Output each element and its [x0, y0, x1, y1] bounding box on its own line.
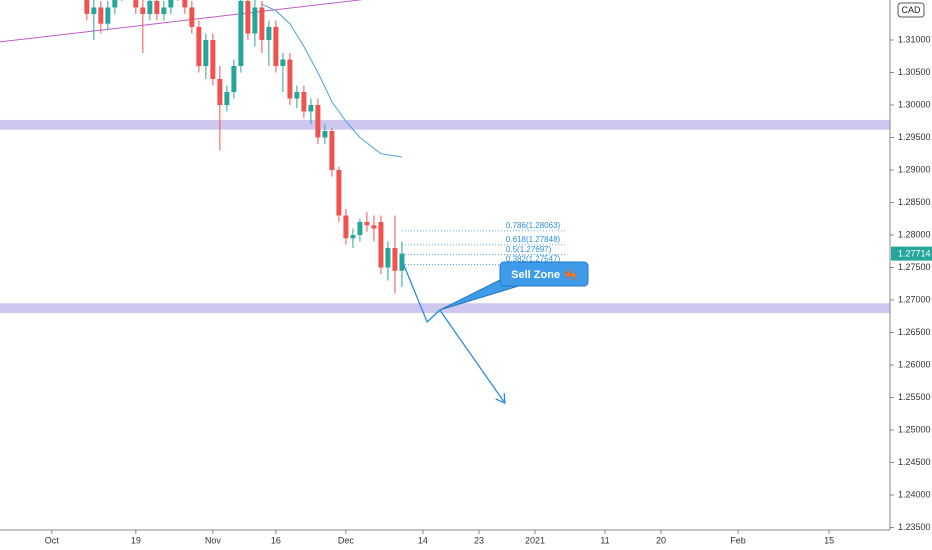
last-price-label: 1.27714	[898, 248, 931, 258]
x-tick-label: 2021	[525, 535, 545, 545]
x-tick-label: 20	[656, 535, 666, 545]
candle-body	[280, 59, 286, 66]
candle-body	[182, 0, 188, 8]
x-tick-label: 11	[600, 535, 609, 545]
candle-body	[238, 0, 244, 66]
y-tick-label: 1.25500	[898, 392, 931, 402]
y-tick-label: 1.29000	[898, 164, 931, 174]
price-axis	[890, 0, 932, 550]
y-tick-label: 1.30500	[898, 67, 931, 77]
candle-body	[203, 39, 209, 66]
y-tick-label: 1.24500	[898, 457, 931, 467]
candle-body	[371, 225, 377, 229]
candle-body	[112, 0, 118, 8]
fib-label: 0.382(1.27547)	[506, 255, 561, 264]
x-tick-label: Oct	[45, 535, 60, 545]
candle-body	[385, 248, 391, 268]
trendline	[0, 0, 363, 43]
arrowhead	[495, 393, 506, 405]
candle-body	[287, 59, 293, 99]
x-tick-label: Dec	[338, 535, 355, 545]
candle-body	[343, 215, 349, 239]
candle-body	[378, 221, 384, 268]
y-tick-label: 1.25000	[898, 424, 931, 434]
moving-average	[261, 3, 403, 158]
candle-body	[217, 78, 223, 105]
y-tick-label: 1.24000	[898, 489, 931, 499]
candle-body	[147, 0, 153, 14]
candle-body	[231, 65, 237, 92]
candle-body	[350, 234, 356, 239]
candle-body	[196, 26, 202, 66]
candle-body	[273, 26, 279, 66]
callout-box	[499, 261, 589, 287]
candle-body	[91, 7, 97, 14]
candle-body	[315, 104, 321, 138]
candle-body	[224, 91, 230, 105]
candle-body	[168, 0, 174, 8]
candle-body	[294, 91, 300, 99]
y-tick-label: 1.31000	[898, 34, 931, 44]
fib-label: 0.786(1.28063)	[506, 221, 561, 230]
y-tick-label: 1.26500	[898, 327, 931, 337]
candle-body	[245, 0, 251, 34]
x-tick-label: 23	[474, 535, 484, 545]
x-tick-label: 15	[824, 535, 834, 545]
y-tick-label: 1.27000	[898, 294, 931, 304]
currency-badge	[897, 2, 925, 18]
projection-path	[402, 261, 506, 404]
candle-body	[189, 7, 195, 27]
candle-body	[399, 253, 405, 271]
x-tick-label: 16	[271, 535, 281, 545]
y-tick-label: 1.28000	[898, 229, 931, 239]
candle-body	[252, 7, 258, 34]
y-tick-label: 1.26000	[898, 359, 931, 369]
candle-body	[308, 104, 314, 112]
y-tick-label: 1.23500	[898, 522, 931, 532]
candle-body	[133, 0, 139, 8]
candle-body	[392, 248, 398, 271]
candle-body	[161, 7, 167, 14]
candle-body	[98, 7, 104, 24]
last-price-badge	[891, 246, 932, 261]
x-tick-label: 19	[131, 535, 141, 545]
candle-body	[84, 0, 90, 14]
currency-label: CAD	[901, 5, 921, 15]
candle-body	[301, 91, 307, 112]
x-tick-label: Feb	[730, 535, 746, 545]
fib-label: 0.5(1.27697)	[506, 245, 552, 254]
plot-area: 0.786(1.28063) 0.618(1.27848)0.5(1.27697)…	[0, 0, 890, 405]
zone	[0, 119, 890, 130]
candle-body	[357, 221, 363, 235]
y-tick-label: 1.27500	[898, 262, 931, 272]
y-tick-label: 1.28500	[898, 197, 931, 207]
candle-body	[336, 169, 342, 216]
candle-body	[154, 0, 160, 14]
candle-body	[364, 221, 370, 226]
fib-label: 0.618(1.27848)	[506, 235, 561, 244]
candle-body	[140, 7, 146, 14]
x-tick-label: 14	[418, 535, 428, 545]
y-tick-label: 1.30000	[898, 99, 931, 109]
candle-body	[259, 7, 265, 40]
candle-body	[329, 130, 335, 170]
candle-body	[210, 39, 216, 79]
candle-body	[105, 7, 111, 24]
axes: 1.23500 1.24000 1.24500 1.25000 1.25500 1.260…	[45, 2, 932, 545]
candle-body	[322, 130, 328, 138]
y-tick-label: 1.29500	[898, 132, 931, 142]
candle-body	[266, 26, 272, 40]
callout-text: Sell Zone 🦐	[511, 269, 577, 281]
x-tick-label: Nov	[205, 535, 222, 545]
